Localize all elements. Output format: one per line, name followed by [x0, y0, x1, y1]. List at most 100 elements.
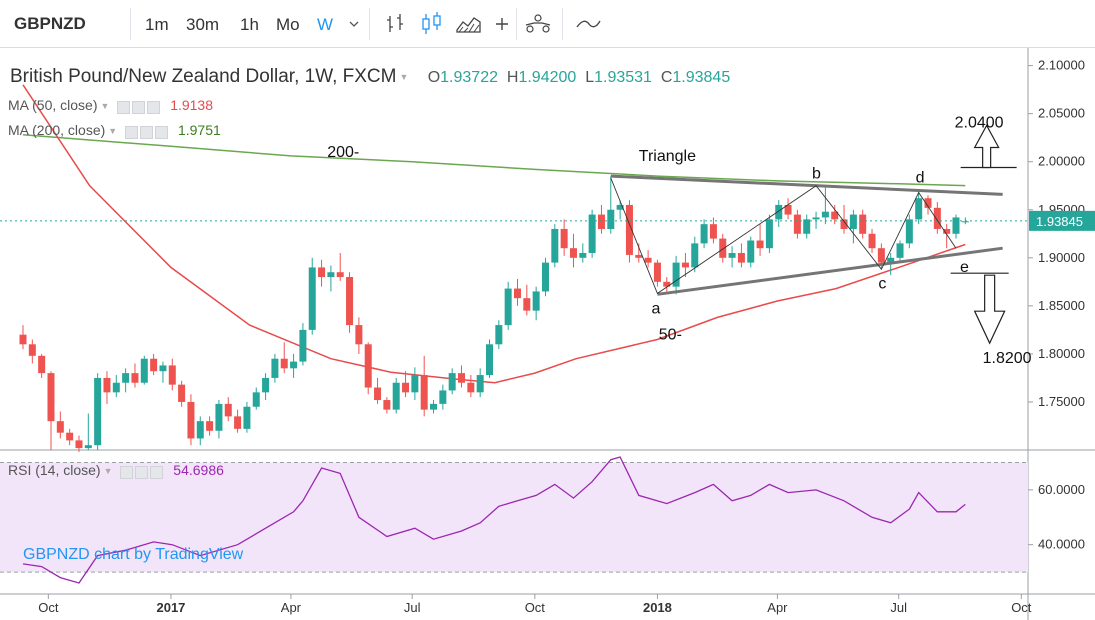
chart-canvas[interactable]: 2.100002.050002.000001.950001.900001.850… — [0, 48, 1095, 620]
candle-down — [420, 375, 428, 410]
candle-down — [644, 257, 652, 263]
candle-up — [159, 365, 167, 372]
candle-up — [448, 373, 456, 391]
candle-up — [392, 382, 400, 410]
close-icon[interactable] — [147, 101, 161, 115]
candle-down — [28, 344, 36, 356]
candle-up — [94, 377, 102, 446]
candle-down — [458, 373, 466, 383]
symbol-search-button[interactable]: GBPNZD — [14, 14, 86, 33]
settings-icon[interactable] — [132, 101, 146, 115]
visibility-icon[interactable] — [120, 466, 134, 480]
ma200-line — [22, 134, 966, 187]
rsi-band — [0, 462, 1028, 573]
candle-up — [439, 390, 447, 404]
target-up-arrow — [973, 124, 1000, 169]
candle-down — [653, 262, 661, 282]
candle-down — [597, 214, 605, 229]
ma50-menu-icon[interactable]: ▼ — [100, 101, 110, 112]
ma200-menu-icon[interactable]: ▼ — [108, 126, 118, 137]
candle-up — [140, 358, 148, 383]
candle-up — [122, 373, 130, 383]
interval-30m-button[interactable]: 30m — [186, 15, 220, 34]
candle-down — [681, 262, 689, 268]
time-tick-label: Jul — [404, 600, 421, 615]
candle-down — [467, 382, 475, 393]
candle-up — [112, 382, 120, 393]
open-value: 1.93722 — [440, 69, 498, 86]
visibility-icon[interactable] — [125, 126, 139, 140]
candle-up — [849, 214, 857, 229]
rsi-value: 54.6986 — [173, 462, 224, 478]
candle-style-icon[interactable] — [418, 10, 446, 38]
interval-dropdown-icon[interactable] — [340, 10, 368, 38]
price-tick-label: 1.75000 — [1038, 394, 1085, 409]
candle-down — [206, 421, 214, 431]
interval-1h-button[interactable]: 1h — [240, 15, 259, 34]
candle-down — [635, 254, 643, 258]
price-tick-label: 2.05000 — [1038, 106, 1085, 121]
price-tick-label: 1.80000 — [1038, 346, 1085, 361]
candle-down — [187, 401, 195, 439]
candle-down — [523, 298, 531, 311]
candle-up — [495, 325, 503, 345]
candle-up — [896, 243, 904, 258]
last-price-label: 1.93845 — [1036, 214, 1083, 229]
close-icon[interactable] — [155, 126, 169, 140]
candle-up — [765, 219, 773, 249]
rsi-menu-icon[interactable]: ▼ — [103, 466, 113, 477]
candle-up — [607, 209, 615, 229]
compare-icon[interactable] — [488, 10, 516, 38]
candle-down — [402, 382, 410, 393]
wave-label-b: b — [812, 166, 821, 183]
top-toolbar: GBPNZD 1m 30m 1h Mo W — [0, 0, 1095, 48]
rsi-label: RSI (14, close) — [8, 462, 101, 478]
last-price-marker — [1029, 210, 1095, 231]
area-style-icon[interactable] — [454, 10, 482, 38]
chart-title: British Pound/New Zealand Dollar, 1W, FX… — [10, 66, 397, 87]
tradingview-watermark[interactable]: GBPNZD chart by TradingView — [23, 546, 244, 563]
settings-icon[interactable] — [135, 466, 149, 480]
candle-down — [66, 432, 74, 441]
time-tick-label: Apr — [767, 600, 788, 615]
ma50-value: 1.9138 — [170, 97, 214, 113]
candle-down — [131, 373, 139, 383]
candle-up — [905, 219, 913, 244]
candle-down — [625, 204, 633, 255]
price-tick-label: 1.90000 — [1038, 250, 1085, 265]
candle-up — [747, 240, 755, 263]
indicators-icon[interactable] — [524, 10, 552, 38]
settings-icon[interactable] — [140, 126, 154, 140]
legend-menu-icon[interactable]: ▼ — [399, 71, 409, 82]
interval-month-button[interactable]: Mo — [276, 15, 300, 34]
high-label: H — [506, 69, 519, 86]
candle-up — [411, 375, 419, 393]
candle-up — [812, 217, 820, 220]
candle-up — [616, 204, 624, 210]
candle-down — [868, 233, 876, 249]
interval-1m-button[interactable]: 1m — [145, 15, 169, 34]
candle-up — [504, 288, 512, 326]
close-value: 1.93845 — [672, 69, 731, 86]
bar-style-icon[interactable] — [382, 10, 410, 38]
ma50-legend: MA (50, close) ▼ 1.9138 — [8, 97, 214, 115]
interval-week-button[interactable]: W — [317, 15, 334, 34]
candle-up — [430, 403, 438, 410]
time-tick-label: Apr — [281, 600, 302, 615]
ma50-controls[interactable] — [117, 98, 162, 115]
ma200-controls[interactable] — [125, 123, 170, 140]
candle-down — [513, 288, 521, 299]
rsi-controls[interactable] — [120, 463, 165, 480]
candle-up — [728, 253, 736, 258]
candle-up — [588, 214, 596, 253]
line-tool-icon[interactable] — [574, 10, 602, 38]
candle-up — [775, 204, 783, 220]
close-icon[interactable] — [150, 466, 164, 480]
target-down-arrow — [973, 274, 1006, 345]
price-tick-label: 2.00000 — [1038, 154, 1085, 169]
candle-up — [887, 257, 895, 263]
close-label: C — [660, 69, 673, 86]
visibility-icon[interactable] — [117, 101, 131, 115]
ma50-line — [22, 84, 966, 384]
candle-up — [252, 392, 260, 407]
